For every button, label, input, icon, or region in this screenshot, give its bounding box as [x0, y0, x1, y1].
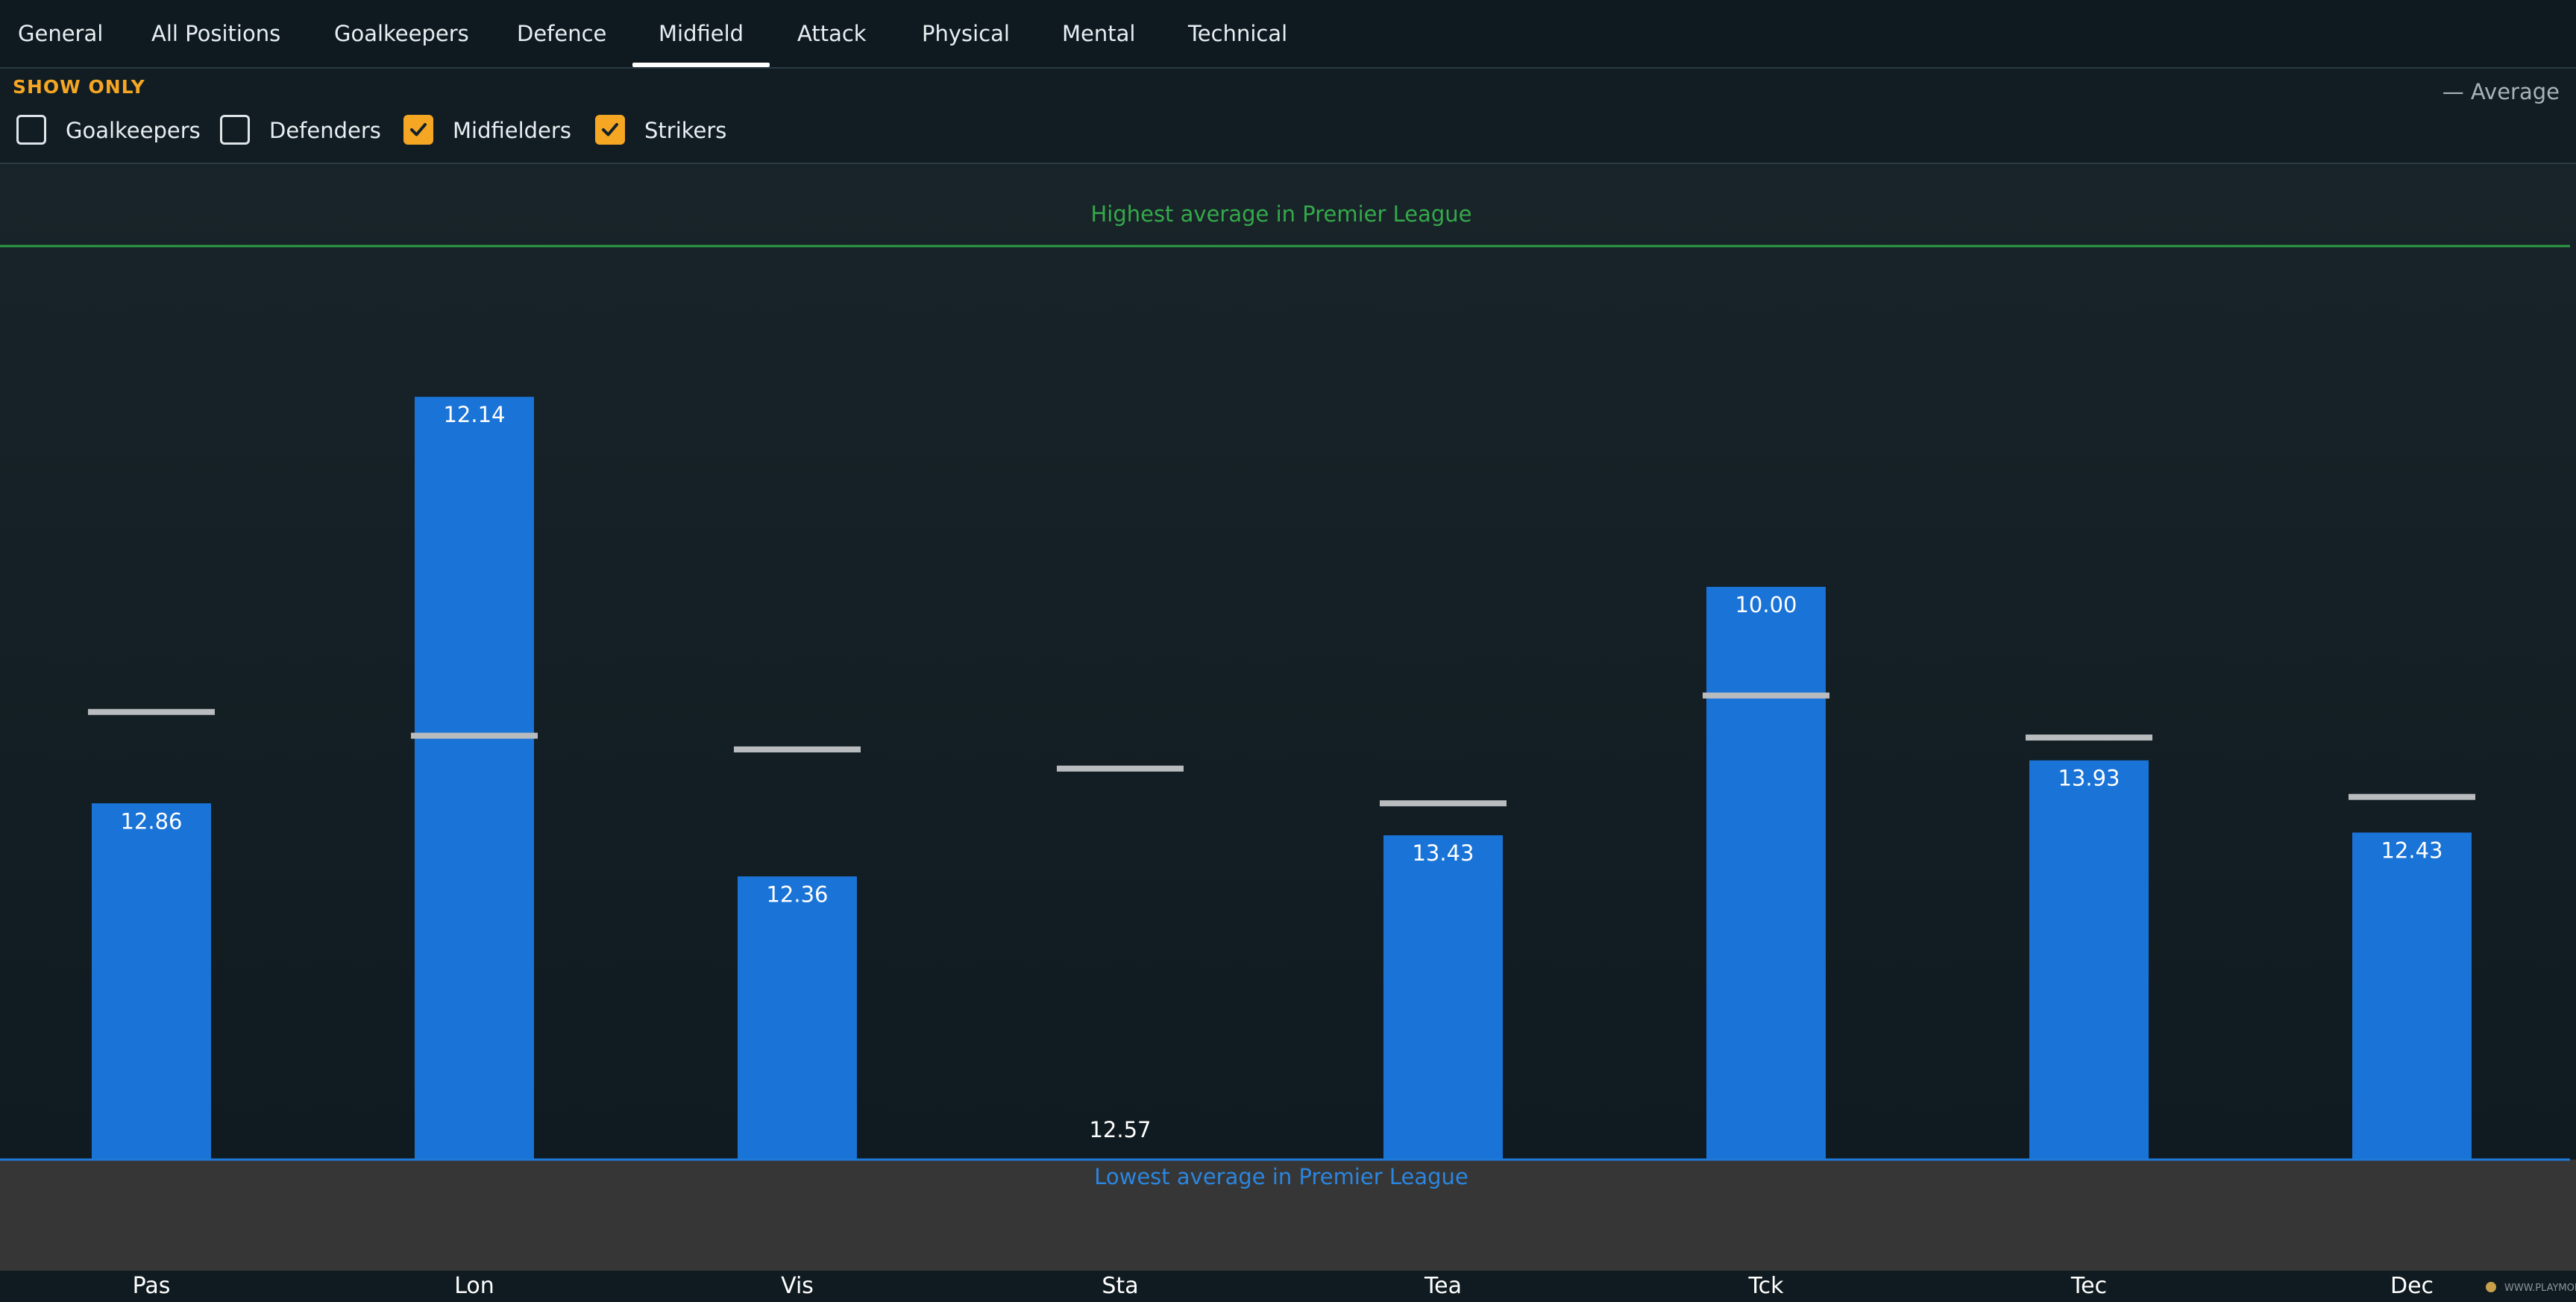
- bar-dec[interactable]: [2352, 832, 2472, 1160]
- bar-value-pas: 12.86: [120, 808, 182, 834]
- checkmark-icon: [410, 123, 427, 136]
- average-marker-tck: [1703, 692, 1829, 699]
- average-marker-vis: [734, 746, 861, 752]
- highest-average-label: Highest average in Premier League: [1090, 201, 1471, 227]
- tab-bar: General All Positions Goalkeepers Defenc…: [0, 0, 2576, 69]
- bar-vis[interactable]: [738, 876, 857, 1160]
- average-marker-sta: [1057, 765, 1184, 772]
- tab-goalkeepers[interactable]: Goalkeepers: [334, 21, 469, 46]
- tab-midfield[interactable]: Midfield: [632, 0, 770, 67]
- below-lowest-region: [0, 1160, 2576, 1271]
- average-marker-tec: [2026, 735, 2152, 741]
- category-label-dec: Dec: [2390, 1273, 2434, 1299]
- category-label-tec: Tec: [2070, 1273, 2107, 1299]
- checkbox-midfielders[interactable]: [403, 115, 433, 145]
- average-marker-dec: [2349, 793, 2475, 800]
- category-label-vis: Vis: [781, 1273, 814, 1299]
- attribute-chart: Highest average in Premier League Lowest…: [0, 164, 2576, 1299]
- tab-defence[interactable]: Defence: [517, 21, 607, 46]
- tab-general[interactable]: General: [18, 21, 104, 46]
- bar-value-tck: 10.00: [1735, 592, 1797, 617]
- bar-value-sta: 12.57: [1089, 1117, 1151, 1142]
- category-label-lon: Lon: [454, 1273, 494, 1299]
- bar-tck[interactable]: [1706, 586, 1826, 1160]
- bar-lon[interactable]: [415, 397, 534, 1160]
- average-marker-pas: [88, 708, 215, 715]
- filter-goalkeepers-label: Goalkeepers: [66, 118, 201, 143]
- category-label-tea: Tea: [1424, 1273, 1462, 1299]
- checkbox-strikers[interactable]: [595, 115, 625, 145]
- bar-pas[interactable]: [92, 803, 211, 1160]
- tab-mental[interactable]: Mental: [1062, 21, 1136, 46]
- category-label-sta: Sta: [1102, 1273, 1138, 1299]
- tab-attack[interactable]: Attack: [797, 21, 867, 46]
- show-only-heading: SHOW ONLY: [13, 76, 145, 98]
- watermark-logo: WWW.PLAYMORE: [2486, 1282, 2576, 1294]
- average-marker-tea: [1380, 800, 1507, 807]
- tab-all-positions[interactable]: All Positions: [151, 21, 281, 46]
- checkbox-defenders[interactable]: [220, 115, 250, 145]
- average-legend: — Average: [2442, 79, 2560, 104]
- bar-tec[interactable]: [2029, 760, 2149, 1160]
- checkbox-goalkeepers[interactable]: [16, 115, 46, 145]
- filter-defenders-label: Defenders: [269, 118, 381, 143]
- checkmark-icon: [602, 123, 618, 136]
- tab-technical[interactable]: Technical: [1188, 21, 1288, 46]
- bar-value-tec: 13.93: [2058, 766, 2120, 791]
- filter-strikers-label: Strikers: [644, 118, 727, 143]
- svg-text:WWW.PLAYMORE: WWW.PLAYMORE: [2504, 1283, 2576, 1294]
- bar-value-tea: 13.43: [1412, 840, 1474, 866]
- bar-value-dec: 12.43: [2381, 837, 2443, 863]
- bar-tea[interactable]: [1383, 835, 1503, 1160]
- filter-midfielders-label: Midfielders: [453, 118, 571, 143]
- bar-value-vis: 12.36: [766, 881, 828, 907]
- filter-bar: SHOW ONLY Goalkeepers Defenders Midfield…: [0, 69, 2576, 164]
- chart-background: [0, 164, 2576, 1138]
- lowest-average-label: Lowest average in Premier League: [1094, 1164, 1468, 1189]
- bar-value-lon: 12.14: [443, 402, 505, 427]
- category-label-tck: Tck: [1747, 1273, 1784, 1299]
- category-label-pas: Pas: [133, 1273, 171, 1299]
- average-marker-lon: [411, 732, 538, 739]
- tab-physical[interactable]: Physical: [922, 21, 1010, 46]
